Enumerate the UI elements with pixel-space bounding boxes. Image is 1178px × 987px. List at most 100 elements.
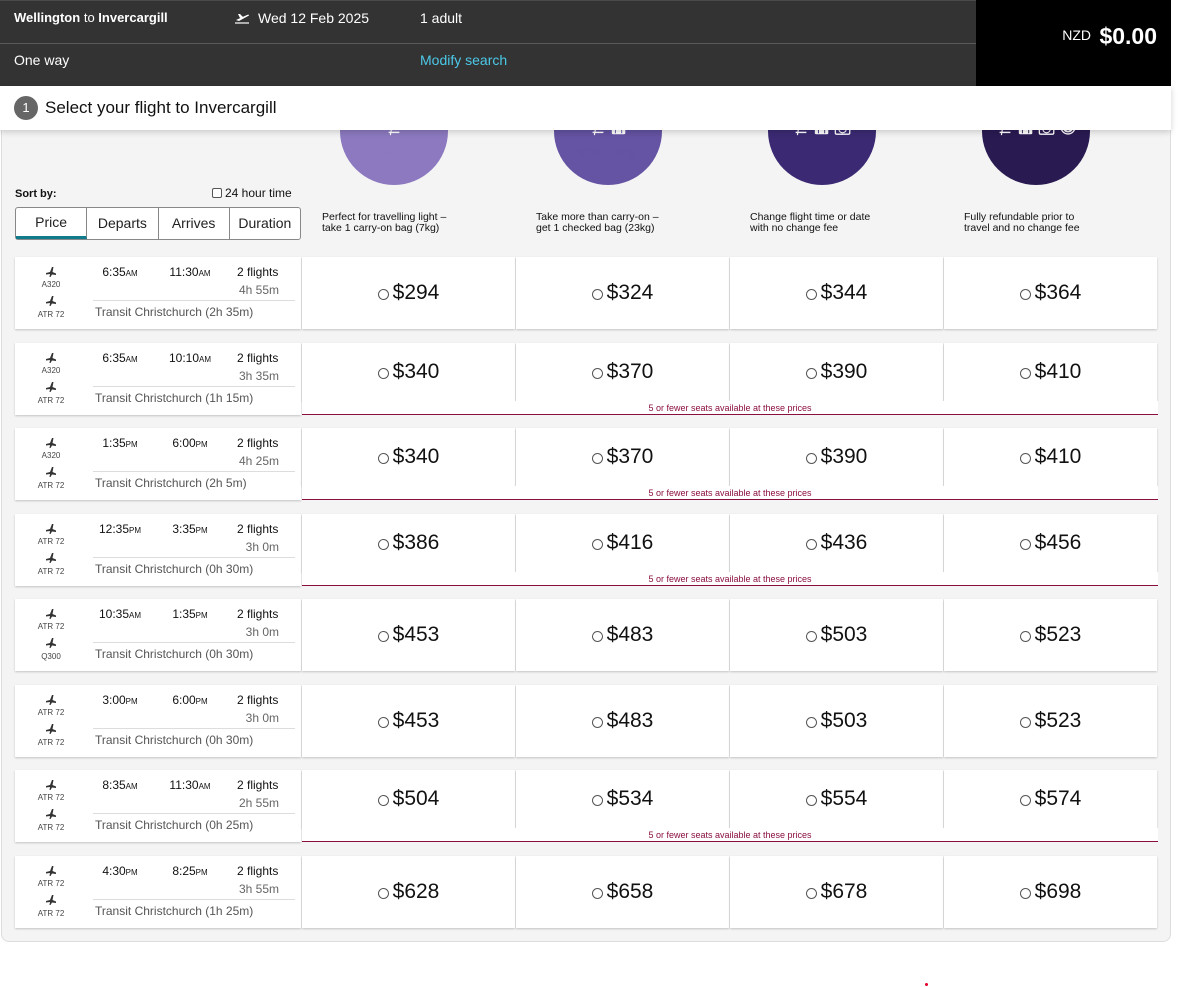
fare-radio[interactable] [1019, 716, 1031, 728]
fare-radio[interactable] [805, 289, 817, 300]
aircraft-type: ATR 72 [37, 310, 65, 319]
fare-price-option[interactable]: $410 [944, 342, 1157, 401]
fare-radio[interactable] [805, 631, 817, 642]
aircraft-type: ATR 72 [37, 622, 65, 631]
sort-tab-price[interactable]: Price [16, 208, 88, 239]
fare-radio[interactable] [377, 453, 389, 464]
fare-radio[interactable] [805, 795, 817, 806]
fare-radio[interactable] [1019, 289, 1031, 300]
fare-price-option[interactable]: $340 [302, 428, 515, 486]
fare-radio[interactable] [805, 716, 817, 728]
divider [93, 898, 295, 900]
fare-price-option[interactable]: $364 [944, 257, 1157, 329]
fare-radio[interactable] [591, 631, 603, 642]
fare-price-option[interactable]: $453 [302, 684, 515, 757]
fare-radio[interactable] [377, 795, 389, 806]
step-title: Select your flight to Invercargill [45, 98, 277, 117]
fare-price-option[interactable]: $340 [302, 342, 515, 401]
aircraft-type: ATR 72 [37, 395, 65, 405]
departure-ampm: PM [125, 696, 138, 706]
aircraft-type: ATR 72 [37, 737, 65, 747]
fare-price-option[interactable]: $698 [944, 855, 1157, 928]
fare-price-option[interactable]: $410 [944, 428, 1157, 486]
plane-icon [45, 351, 57, 363]
fare-radio[interactable] [1019, 453, 1031, 464]
fare-price-option[interactable]: $554 [730, 770, 943, 828]
fare-name: flexichange [768, 143, 876, 159]
fare-price-option[interactable]: $504 [302, 770, 515, 828]
fare-price-option[interactable]: $574 [944, 770, 1157, 828]
fare-radio[interactable] [1019, 887, 1031, 899]
fare-price-option[interactable]: $344 [730, 257, 943, 329]
fare-radio[interactable] [591, 887, 603, 899]
fare-radio[interactable] [591, 538, 603, 550]
modify-search-link[interactable]: Modify search [420, 52, 508, 68]
fare-price-option[interactable]: $456 [944, 513, 1157, 572]
fare-radio[interactable] [805, 453, 817, 464]
fare-description-line: travel and no change fee [964, 222, 1080, 234]
fare-name-plain: seat+ [578, 143, 613, 159]
fare-radio[interactable] [377, 631, 389, 642]
transit-info: Transit Christchurch (2h 5m) [95, 476, 247, 490]
fare-description: Take more than carry-on – get 1 checked b… [536, 212, 706, 234]
fare-price-option[interactable]: $483 [516, 599, 729, 671]
fare-radio[interactable] [1019, 367, 1031, 379]
flight-duration: 3h 0m [245, 710, 279, 725]
fare-radio[interactable] [591, 367, 603, 379]
fare-price-option[interactable]: $436 [730, 513, 943, 572]
fare-price-option[interactable]: $628 [302, 855, 515, 928]
fare-price-option[interactable]: $523 [944, 684, 1157, 757]
fare-radio[interactable] [1019, 795, 1031, 806]
fare-radio[interactable] [591, 289, 603, 300]
fare-price-option[interactable]: $390 [730, 428, 943, 486]
arrival-time: 11:30AM [155, 778, 225, 792]
fare-radio[interactable] [805, 367, 817, 379]
fare-radio[interactable] [1019, 538, 1031, 550]
fare-description-line: Change flight time or date [750, 211, 871, 223]
flight-details: ATR 72 ATR 72 12:35PM 3:35PM 2 flights 3h 0m T… [15, 513, 301, 586]
divider [93, 471, 295, 472]
fare-price: $523 [1034, 623, 1082, 646]
time24-checkbox[interactable] [212, 188, 222, 198]
fare-price-option[interactable]: $523 [944, 599, 1157, 671]
fare-radio[interactable] [805, 538, 817, 550]
fare-radio[interactable] [805, 887, 817, 899]
aircraft-type: ATR 72 [37, 707, 65, 717]
sort-tab-arrives[interactable]: Arrives [159, 208, 230, 239]
fare-price-option[interactable]: $294 [302, 257, 515, 329]
fare-price-option[interactable]: $503 [730, 599, 943, 671]
fare-radio[interactable] [377, 716, 389, 728]
fare-radio[interactable] [377, 887, 389, 899]
sort-tab-departs[interactable]: Departs [87, 208, 159, 239]
fare-price: $344 [820, 281, 868, 304]
time24-toggle[interactable]: 24 hour time [212, 186, 292, 200]
fare-radio[interactable] [1019, 631, 1031, 642]
fare-radio[interactable] [591, 716, 603, 728]
fare-radio[interactable] [591, 795, 603, 806]
sort-tab-duration[interactable]: Duration [238, 215, 292, 231]
fare-price-option[interactable]: $386 [302, 513, 515, 572]
fare-price-option[interactable]: $503 [730, 684, 943, 757]
fare-price: $436 [820, 530, 868, 554]
arrival-time-value: 1:35 [172, 607, 196, 621]
fare-radio[interactable] [377, 289, 389, 300]
fare-price-option[interactable]: $453 [302, 599, 515, 671]
fare-radio[interactable] [591, 453, 603, 464]
fare-name-plain: flexi [1001, 143, 1027, 159]
fare-price-option[interactable]: $658 [516, 855, 729, 928]
fare-price-option[interactable]: $370 [516, 428, 729, 486]
plane-icon [45, 722, 57, 734]
fare-radio[interactable] [377, 367, 389, 379]
fare-price-option[interactable]: $390 [730, 342, 943, 401]
fare-price-option[interactable]: $534 [516, 770, 729, 828]
fare-radio[interactable] [377, 538, 389, 550]
fare-price-option[interactable]: $678 [730, 855, 943, 928]
limited-seats-notice: 5 or fewer seats available at these pric… [302, 400, 1158, 415]
fare-price-option[interactable]: $324 [516, 257, 729, 329]
fare-price-option[interactable]: $483 [516, 684, 729, 757]
fare-price: $503 [820, 708, 868, 732]
search-summary-bar: Wellington to Invercargill Wed 12 Feb 20… [0, 0, 976, 86]
fare-price-option[interactable]: $416 [516, 513, 729, 572]
aircraft-type: A320 [41, 365, 61, 375]
fare-price-option[interactable]: $370 [516, 342, 729, 401]
